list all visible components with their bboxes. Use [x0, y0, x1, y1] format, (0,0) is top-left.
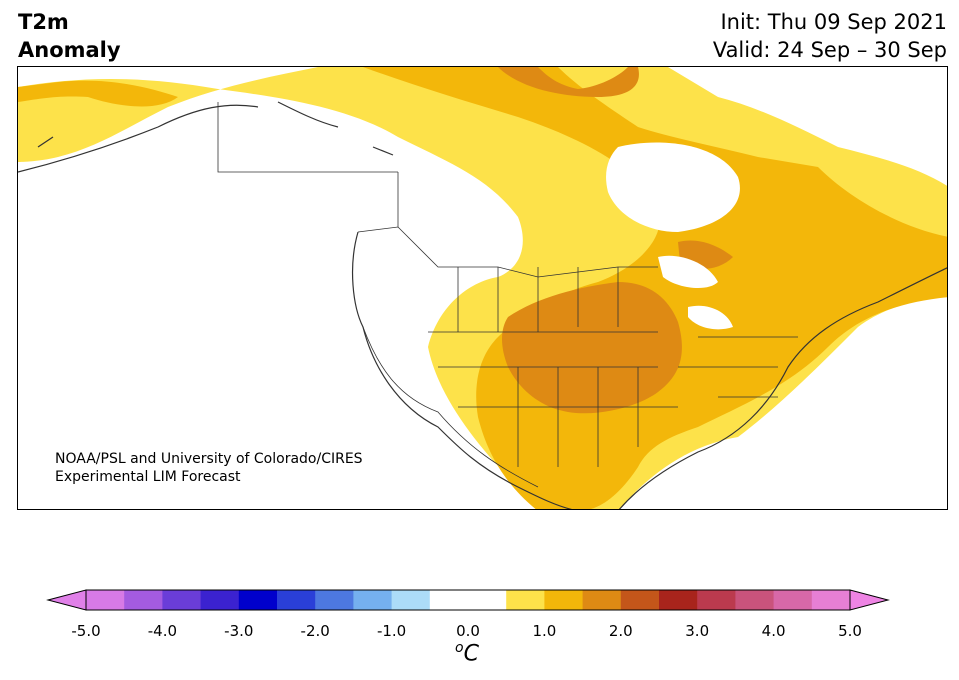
colorbar-box: [315, 590, 354, 610]
init-date: Init: Thu 09 Sep 2021: [720, 10, 947, 34]
unit-degree-symbol: o: [455, 640, 464, 656]
colorbar: [46, 589, 890, 611]
colorbar-box: [468, 590, 507, 610]
hudson-bay: [606, 142, 740, 232]
colorbar-over-triangle: [849, 589, 890, 611]
colorbar-tick-label: -5.0: [71, 622, 101, 640]
colorbar-tick-label: 4.0: [761, 622, 786, 640]
colorbar-box: [162, 590, 202, 610]
coastlines: [18, 101, 947, 509]
colorbar-under-triangle: [46, 589, 87, 611]
colorbar-tick-label: 1.0: [532, 622, 557, 640]
colorbar-tick-label: 3.0: [685, 622, 710, 640]
colorbar-box: [697, 590, 736, 610]
political-boundaries: [217, 102, 798, 488]
anomaly-region-dark: [498, 67, 733, 414]
credit-line1: NOAA/PSL and University of Colorado/CIRE…: [55, 451, 363, 467]
colorbar-box: [735, 590, 775, 610]
colorbar-outline: [85, 589, 851, 611]
credit-line2: Experimental LIM Forecast: [55, 469, 241, 485]
colorbar-tick-label: -3.0: [224, 622, 254, 640]
colorbar-tick-label: -1.0: [376, 622, 407, 640]
colorbar-tick-label: 0.0: [456, 622, 480, 640]
colorbar-tick-labels: -5.0 -4.0 -3.0 -2.0 -1.0 0.0 1.0 2.0 3.0 4.0 5.0: [0, 622, 959, 642]
colorbar-box: [86, 590, 125, 610]
colorbar-box: [620, 590, 660, 610]
colorbar-box: [238, 590, 278, 610]
colorbar-box: [582, 590, 622, 610]
colorbar-box: [124, 590, 163, 610]
forecast-dates: Init: Thu 09 Sep 2021 Valid: 24 Sep – 30…: [713, 8, 947, 64]
unit-letter: C: [463, 641, 479, 667]
map-title: T2m Anomaly: [18, 8, 121, 64]
colorbar-unit: oC: [455, 640, 479, 666]
colorbar-box: [544, 590, 584, 610]
valid-range: Valid: 24 Sep – 30 Sep: [712, 38, 947, 62]
great-lakes: [658, 255, 733, 330]
colorbar-tick-label: -2.0: [300, 622, 330, 640]
colorbar-box: [277, 590, 316, 610]
title-variable: T2m: [18, 10, 69, 34]
colorbar-box: [391, 590, 431, 610]
colorbar-tick-label: 5.0: [838, 622, 862, 640]
colorbar-box: [506, 590, 545, 610]
credit-text: NOAA/PSL and University of Colorado/CIRE…: [55, 450, 363, 486]
colorbar-boxes: [86, 590, 851, 610]
colorbar-box: [659, 590, 698, 610]
anomaly-map: [18, 67, 947, 509]
colorbar-tick-label: 2.0: [608, 622, 633, 640]
colorbar-box: [200, 590, 240, 610]
colorbar-box: [353, 590, 393, 610]
arctic-water: [718, 67, 947, 123]
map-panel: [17, 66, 948, 510]
colorbar-box: [429, 590, 469, 610]
colorbar-box: [773, 590, 813, 610]
colorbar-tick-label: -4.0: [147, 622, 178, 640]
title-anomaly: Anomaly: [18, 38, 121, 62]
colorbar-box: [811, 590, 851, 610]
